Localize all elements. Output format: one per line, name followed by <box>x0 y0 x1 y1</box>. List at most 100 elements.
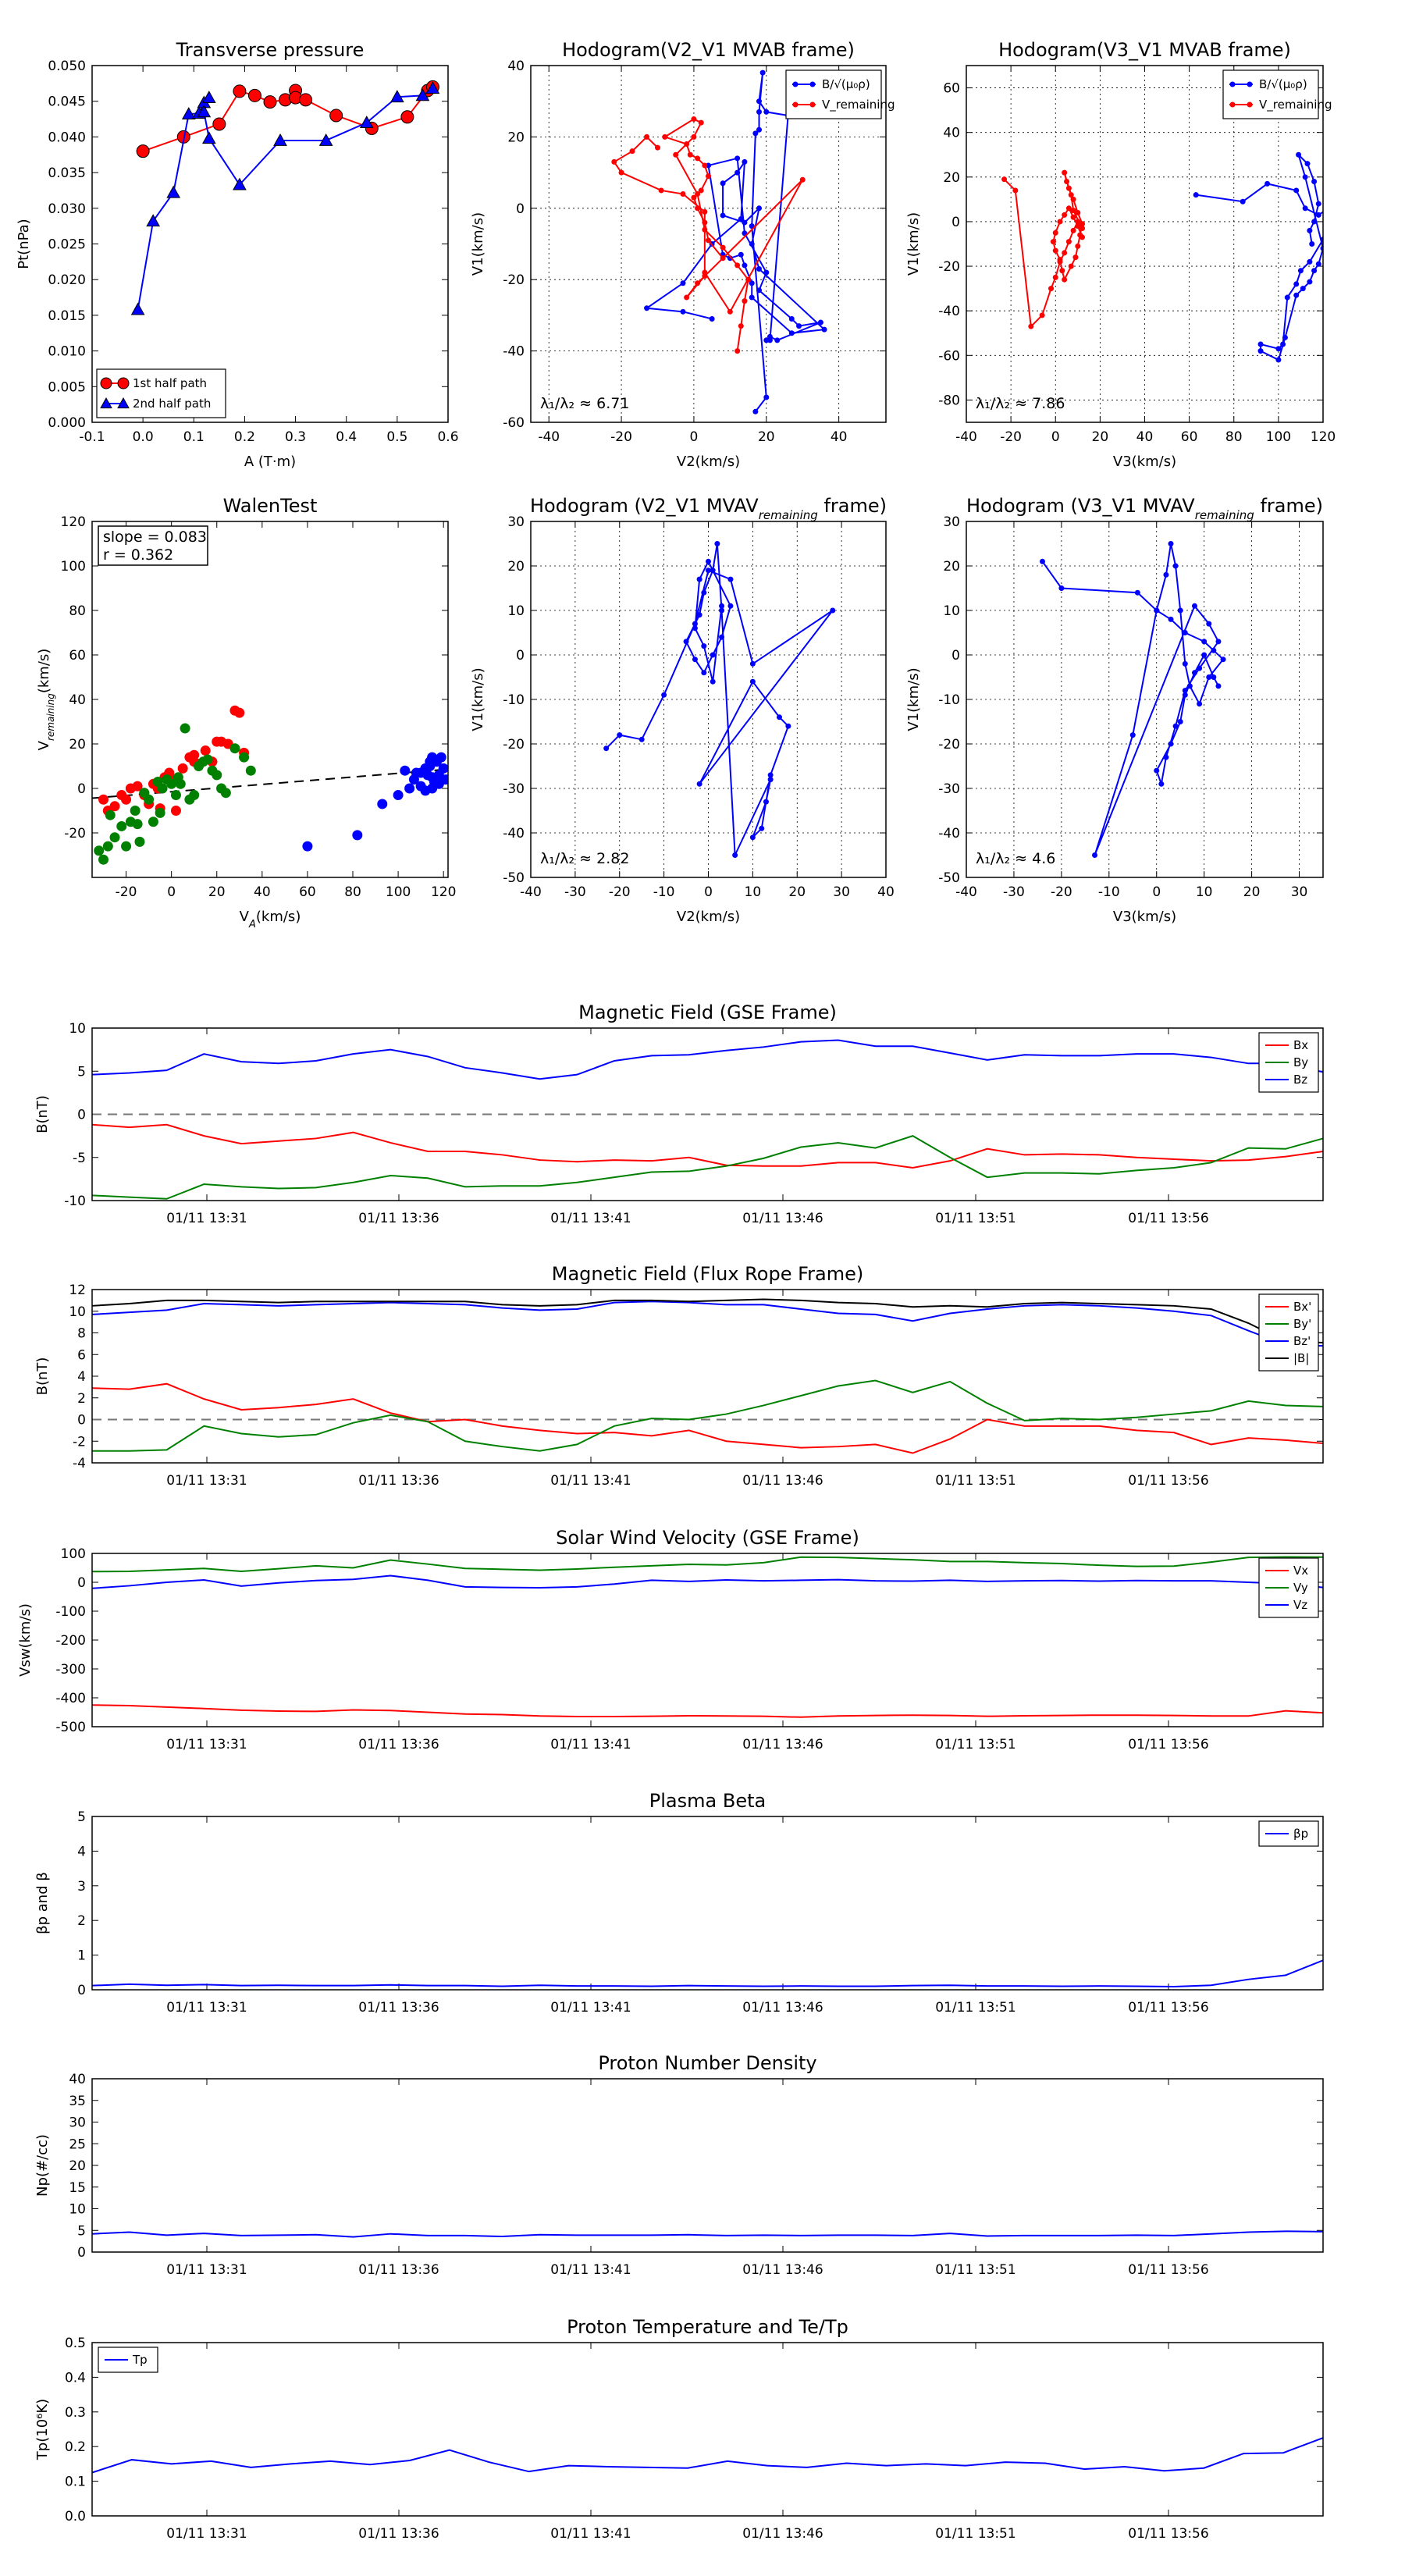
x-tick-label: 01/11 13:41 <box>550 2262 631 2278</box>
y-tick-label: 0.010 <box>48 344 86 360</box>
data-point <box>220 788 231 799</box>
y-tick-label: 0.030 <box>48 201 86 217</box>
data-point <box>404 783 415 794</box>
y-tick-label: 5 <box>77 1809 86 1825</box>
y-tick-label: 0.3 <box>65 2405 86 2421</box>
plot-area <box>1001 151 1335 363</box>
data-point <box>1193 192 1199 198</box>
data-point <box>1329 201 1335 207</box>
data-point <box>1052 229 1058 236</box>
data-point <box>1048 286 1055 292</box>
data-point <box>1201 652 1208 658</box>
data-point <box>710 568 716 574</box>
data-point <box>710 652 716 658</box>
legend: Bx' By' Bz' |B| <box>1258 1293 1319 1372</box>
data-point <box>1070 208 1076 214</box>
x-tick-label: 01/11 13:51 <box>935 1473 1016 1489</box>
y-tick-label: 0 <box>77 781 86 797</box>
data-point <box>638 736 645 742</box>
data-point <box>245 765 256 776</box>
series-line <box>91 1382 1324 1454</box>
data-point <box>109 832 120 843</box>
data-point <box>1012 187 1019 194</box>
legend: B/√(μ₀ρ) V_remaining <box>1222 69 1332 119</box>
data-point <box>1215 683 1222 689</box>
legend-label: βp <box>1293 1827 1308 1841</box>
data-point <box>130 806 140 816</box>
legend: B/√(μ₀ρ) V_remaining <box>785 69 895 119</box>
data-point <box>702 162 708 169</box>
series-line <box>91 1123 1324 1169</box>
data-point <box>701 589 707 596</box>
data-point <box>1070 196 1076 202</box>
legend-label: Bx <box>1293 1038 1308 1052</box>
x-tick-label: 01/11 13:31 <box>166 1737 247 1752</box>
series-line <box>91 2230 1324 2238</box>
data-point <box>201 131 216 144</box>
x-tick-label: 01/11 13:46 <box>742 2526 823 2542</box>
axes-frame <box>91 2342 1324 2517</box>
data-point <box>720 255 726 262</box>
y-tick-label: 10 <box>69 1021 86 1037</box>
data-point <box>1154 607 1160 614</box>
x-tick-label: 01/11 13:46 <box>742 2000 823 2016</box>
data-point <box>680 191 686 197</box>
data-point <box>742 298 748 304</box>
data-point <box>1039 558 1045 564</box>
legend-marker <box>117 377 130 390</box>
y-tick-label: -30 <box>503 781 525 797</box>
legend-box <box>1222 69 1319 119</box>
data-point <box>1072 254 1079 261</box>
data-point <box>181 107 196 120</box>
data-point <box>1197 665 1203 671</box>
y-tick-label: -60 <box>938 348 960 364</box>
y-tick-label: 0.035 <box>48 165 86 181</box>
data-point <box>1282 334 1288 340</box>
data-point <box>377 799 388 809</box>
x-tick-label: 0.0 <box>133 429 154 445</box>
data-point <box>691 194 697 201</box>
x-tick-label: 120 <box>431 884 456 900</box>
legend-label: 2nd half path <box>133 397 211 411</box>
data-point <box>756 265 762 272</box>
x-tick-label: 01/11 13:41 <box>550 1737 631 1752</box>
data-point <box>1315 261 1321 267</box>
x-axis-label: V3(km/s) <box>1113 454 1176 470</box>
data-point <box>1001 176 1008 183</box>
data-point <box>709 315 715 322</box>
y-tick-label: 0 <box>951 215 960 230</box>
x-tick-label: -40 <box>955 884 977 900</box>
data-point <box>662 133 668 140</box>
x-tick-label: 10 <box>1196 884 1213 900</box>
data-point <box>1080 234 1086 240</box>
x-tick-label: 01/11 13:56 <box>1128 1737 1208 1752</box>
y-tick-label: 40 <box>943 126 960 141</box>
y-tick-label: 5 <box>77 2223 86 2239</box>
x-tick-label: 01/11 13:51 <box>935 2000 1016 2016</box>
chart-hodogram-v3-v1-mvab: -40 -20 0 20 40 60 80 100 120 -80 -60 -40 -20 0 20 40 60… <box>905 39 1336 470</box>
plot-area <box>92 705 448 865</box>
legend-label: Vy <box>1293 1581 1308 1595</box>
legend-marker <box>100 377 112 390</box>
plot-area <box>603 541 836 858</box>
y-tick-label: 0.050 <box>48 59 86 74</box>
x-tick-label: 01/11 13:51 <box>935 1737 1016 1752</box>
data-point <box>749 678 756 685</box>
chart-title: Hodogram (V3_V1 MVAVremaining frame) <box>966 495 1323 522</box>
x-tick-label: 0.5 <box>386 429 407 445</box>
data-point <box>1293 281 1300 287</box>
y-axis-label: B(nT) <box>34 1357 51 1396</box>
data-point <box>229 743 240 754</box>
data-point <box>1158 781 1165 787</box>
x-tick-label: 01/11 13:51 <box>935 1211 1016 1226</box>
data-point <box>1206 621 1212 627</box>
data-point <box>696 576 702 582</box>
chart-title: WalenTest <box>223 495 318 517</box>
data-point <box>655 144 660 151</box>
y-tick-label: -60 <box>503 415 525 431</box>
axes-frame <box>91 521 449 878</box>
data-point <box>98 794 109 805</box>
x-axis-label: A (T·m) <box>244 454 296 470</box>
data-point <box>738 216 744 222</box>
data-point <box>436 752 446 763</box>
